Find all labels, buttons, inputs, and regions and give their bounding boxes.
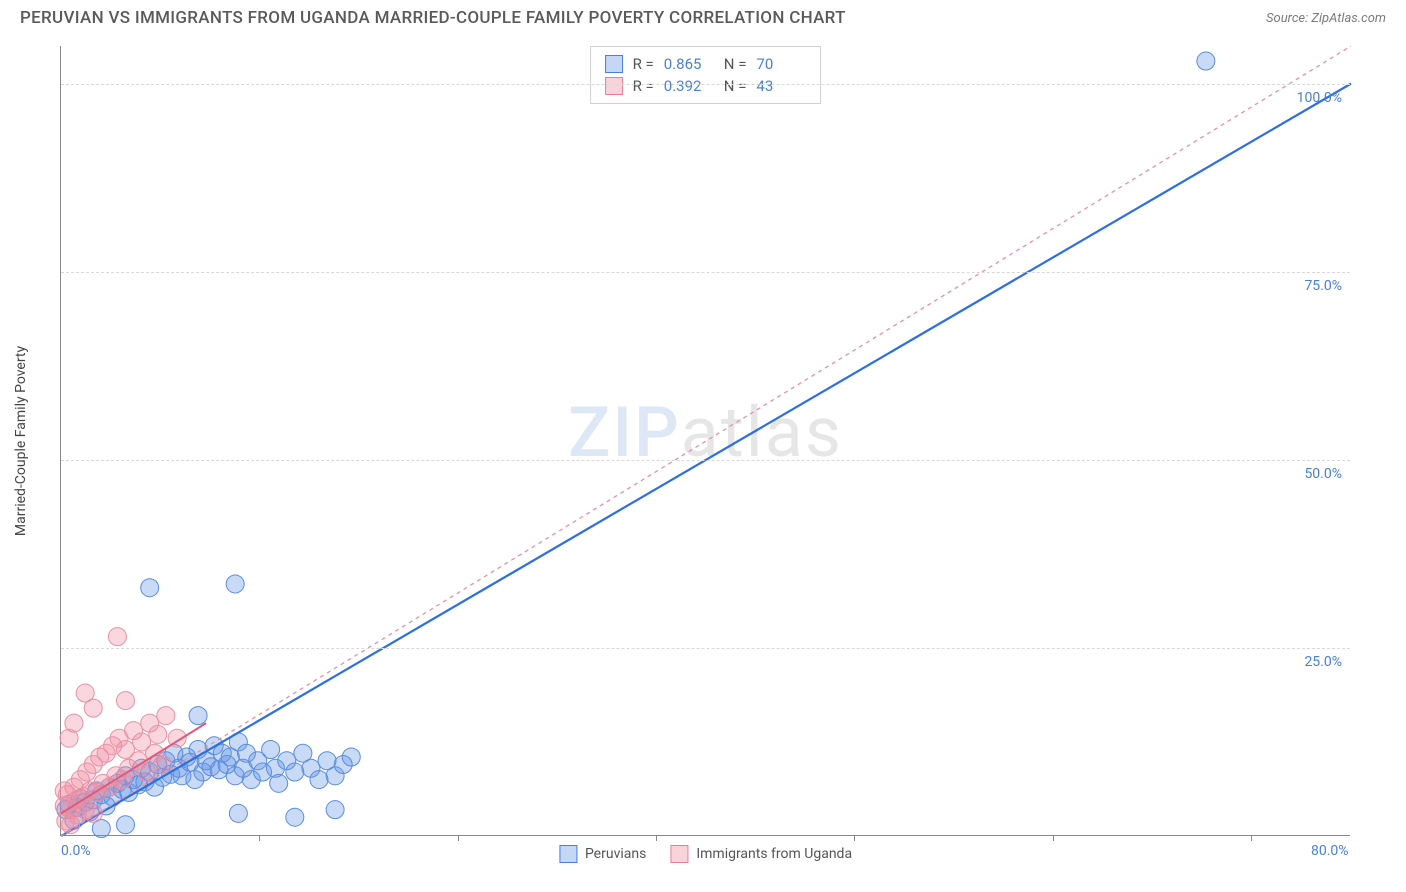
stats-row-peruvians: R = 0.865 N = 70 [605,53,807,75]
stat-r-label: R = [633,55,654,73]
swatch-pink-icon [670,845,688,863]
scatter-point [60,729,78,747]
scatter-point [342,748,360,766]
scatter-point [149,725,167,743]
stat-n-label: N = [724,55,747,73]
scatter-point [137,763,155,781]
scatter-point [262,740,280,758]
scatter-point [154,756,172,774]
gridline [61,272,1350,273]
y-tick-label: 75.0% [1304,278,1342,294]
scatter-point [189,707,207,725]
y-tick-label: 50.0% [1304,466,1342,482]
scatter-point [76,684,94,702]
chart-container: ZIPatlas Married-Couple Family Poverty R… [60,46,1350,836]
scatter-point [55,782,73,800]
swatch-blue-icon [559,845,577,863]
y-axis-label: Married-Couple Family Poverty [13,345,29,535]
x-tick-label: 80.0% [1311,843,1349,859]
stat-r-label: R = [633,77,654,95]
x-tick [854,835,855,841]
bottom-legend: Peruvians Immigrants from Uganda [559,845,852,863]
chart-title: PERUVIAN VS IMMIGRANTS FROM UGANDA MARRI… [20,8,846,28]
scatter-point [117,816,135,834]
gridline [61,460,1350,461]
x-tick [1053,835,1054,841]
scatter-point [84,804,102,822]
trend-line [61,46,1351,836]
scatter-point [270,774,288,792]
legend-item-uganda: Immigrants from Uganda [670,845,852,863]
stat-r-value: 0.865 [664,55,714,73]
chart-header: PERUVIAN VS IMMIGRANTS FROM UGANDA MARRI… [0,0,1406,34]
legend-item-peruvians: Peruvians [559,845,646,863]
stats-row-uganda: R = 0.392 N = 43 [605,75,807,97]
legend-label: Immigrants from Uganda [696,846,852,862]
gridline [61,84,1350,85]
x-tick [458,835,459,841]
scatter-point [229,804,247,822]
stats-legend-box: R = 0.865 N = 70 R = 0.392 N = 43 [590,46,822,104]
y-tick-label: 25.0% [1304,654,1342,670]
scatter-point [226,575,244,593]
x-tick [656,835,657,841]
y-tick-label: 100.0% [1297,90,1342,106]
x-tick-label: 0.0% [61,843,91,859]
scatter-point [157,707,175,725]
scatter-point [286,763,304,781]
x-tick [1251,835,1252,841]
scatter-point [326,801,344,819]
plot-svg [61,46,1351,836]
gridline [61,648,1350,649]
stat-n-label: N = [724,77,747,95]
scatter-point [108,628,126,646]
plot-area: ZIPatlas Married-Couple Family Poverty R… [60,46,1350,836]
scatter-point [310,771,328,789]
stat-r-value: 0.392 [664,77,714,95]
scatter-point [141,579,159,597]
swatch-blue-icon [605,55,623,73]
legend-label: Peruvians [585,846,646,862]
stat-n-value: 70 [756,55,806,73]
stat-n-value: 43 [756,77,806,95]
scatter-point [1197,52,1215,70]
scatter-point [286,808,304,826]
swatch-pink-icon [605,77,623,95]
chart-source: Source: ZipAtlas.com [1266,11,1386,26]
x-tick [259,835,260,841]
scatter-point [117,692,135,710]
